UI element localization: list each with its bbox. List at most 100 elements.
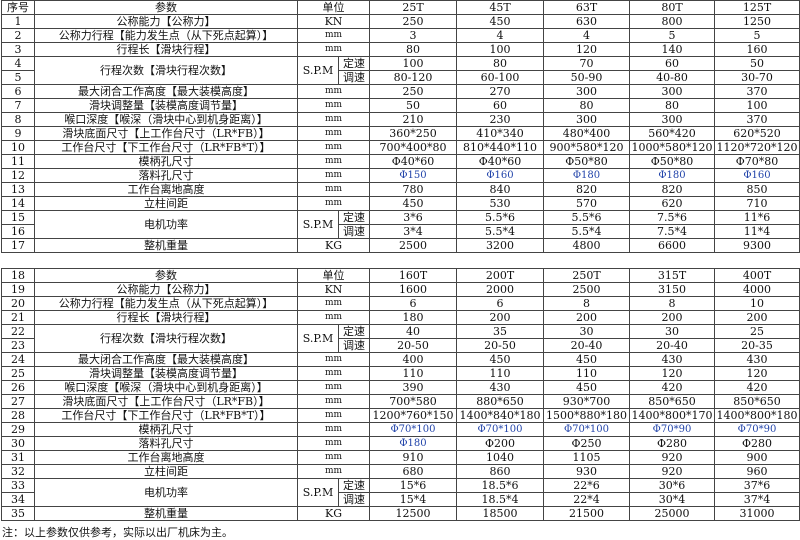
value-cell: Φ70*80 bbox=[714, 154, 800, 169]
param-name: 模柄孔尺寸 bbox=[34, 422, 298, 437]
speed-mode: 调速 bbox=[338, 224, 370, 239]
value-cell: 930 bbox=[543, 464, 630, 479]
value-cell: 360*250 bbox=[369, 126, 457, 141]
value-cell: 230 bbox=[456, 112, 544, 127]
value-cell: 25 bbox=[714, 324, 800, 339]
table-row: 19 公称能力【公称力】 KN 1600 2000 2500 3150 4000 bbox=[1, 282, 800, 297]
param-name: 喉口深度【喉深（滑块中心到机身距离）】 bbox=[34, 112, 298, 127]
row-number: 3 bbox=[1, 42, 35, 57]
value-cell: Φ70*100 bbox=[456, 422, 544, 437]
row-number: 20 bbox=[1, 296, 35, 311]
row-number: 1 bbox=[1, 14, 35, 29]
value-cell: 30-70 bbox=[714, 70, 800, 85]
value-cell: 6 bbox=[369, 296, 457, 311]
unit: mm bbox=[297, 380, 370, 395]
value-cell: 1400*840*180 bbox=[456, 408, 544, 423]
value-cell: 620*520 bbox=[714, 126, 800, 141]
value-cell: 1105 bbox=[543, 450, 630, 465]
unit: KG bbox=[297, 506, 370, 521]
row-number: 19 bbox=[1, 282, 35, 297]
unit: mm bbox=[297, 450, 370, 465]
param-name: 立柱间距 bbox=[34, 464, 298, 479]
row-number: 28 bbox=[1, 408, 35, 423]
row-number: 4 bbox=[1, 56, 35, 71]
value-cell: 410*340 bbox=[456, 126, 544, 141]
speed-mode: 调速 bbox=[338, 70, 370, 85]
header-param: 参数 bbox=[34, 0, 298, 15]
table-row: 17 整机重量 KG 2500 3200 4800 6600 9300 bbox=[1, 238, 800, 253]
value-cell: 110 bbox=[543, 366, 630, 381]
table-row: 24 最大闭合工作高度【最大装模高度】 mm 400 450 450 430 430 bbox=[1, 352, 800, 367]
unit: S.P.M bbox=[297, 478, 339, 507]
value-cell: Φ70*100 bbox=[369, 422, 457, 437]
value-cell: 2500 bbox=[369, 238, 457, 253]
value-cell: 70 bbox=[543, 56, 630, 71]
value-cell: 420 bbox=[629, 380, 715, 395]
value-cell: 140 bbox=[629, 42, 715, 57]
param-name: 工作台尺寸【下工作台尺寸（LR*FB*T）】 bbox=[34, 140, 298, 155]
value-cell: 300 bbox=[543, 112, 630, 127]
value-cell: 210 bbox=[369, 112, 457, 127]
value-cell: 960 bbox=[714, 464, 800, 479]
param-name: 工作台尺寸【下工作台尺寸（LR*FB*T）】 bbox=[34, 408, 298, 423]
value-cell: 15*6 bbox=[369, 478, 457, 493]
table-row: 12 落料孔尺寸 mm Φ150 Φ160 Φ180 Φ180 Φ160 bbox=[1, 168, 800, 183]
value-cell: 30 bbox=[629, 324, 715, 339]
unit: mm bbox=[297, 366, 370, 381]
value-cell: 300 bbox=[629, 84, 715, 99]
value-cell: 880*650 bbox=[456, 394, 544, 409]
value-cell: 850 bbox=[714, 182, 800, 197]
value-cell: 21500 bbox=[543, 506, 630, 521]
value-cell: 110 bbox=[369, 366, 457, 381]
value-cell: 6 bbox=[456, 296, 544, 311]
value-cell: 930*700 bbox=[543, 394, 630, 409]
speed-mode: 定速 bbox=[338, 210, 370, 225]
value-cell: 910 bbox=[369, 450, 457, 465]
table-row: 25 滑块调整量【装模高度调节量】 mm 110 110 110 120 120 bbox=[1, 366, 800, 381]
header-model: 200T bbox=[456, 268, 544, 283]
value-cell: 430 bbox=[714, 352, 800, 367]
speed-mode: 定速 bbox=[338, 324, 370, 339]
speed-mode: 定速 bbox=[338, 478, 370, 493]
value-cell: 1600 bbox=[369, 282, 457, 297]
value-cell: 3150 bbox=[629, 282, 715, 297]
value-cell: Φ40*60 bbox=[456, 154, 544, 169]
param-name: 工作台离地高度 bbox=[34, 182, 298, 197]
value-cell: Φ70*90 bbox=[714, 422, 800, 437]
table-row: 8 喉口深度【喉深（滑块中心到机身距离）】 mm 210 230 300 300 370 bbox=[1, 112, 800, 127]
table-row: 30 落料孔尺寸 mm Φ180 Φ200 Φ250 Φ280 Φ280 bbox=[1, 436, 800, 451]
row-number: 29 bbox=[1, 422, 35, 437]
table-row: 32 立柱间距 mm 680 860 930 920 960 bbox=[1, 464, 800, 479]
value-cell: 3*4 bbox=[369, 224, 457, 239]
value-cell: 370 bbox=[714, 84, 800, 99]
value-cell: 80-120 bbox=[369, 70, 457, 85]
param-name: 公称力行程【能力发生点（从下死点起算）】 bbox=[34, 28, 298, 43]
unit: mm bbox=[297, 310, 370, 325]
table-row: 4 行程次数【滑块行程次数】 S.P.M 定速 100 80 70 60 50 bbox=[1, 56, 800, 85]
table-row: 9 滑块底面尺寸【上工作台尺寸（LR*FB）】 mm 360*250 410*340 48… bbox=[1, 126, 800, 141]
unit: mm bbox=[297, 154, 370, 169]
row-number: 32 bbox=[1, 464, 35, 479]
value-cell: Φ40*60 bbox=[369, 154, 457, 169]
value-cell: 100 bbox=[714, 98, 800, 113]
value-cell: 1400*800*170 bbox=[629, 408, 715, 423]
value-cell: Φ70*90 bbox=[629, 422, 715, 437]
value-cell: 390 bbox=[369, 380, 457, 395]
value-cell: 80 bbox=[629, 98, 715, 113]
value-cell: 80 bbox=[543, 98, 630, 113]
param-name: 电机功率 bbox=[34, 210, 298, 239]
value-cell: 3*6 bbox=[369, 210, 457, 225]
header-model: 25T bbox=[369, 0, 457, 15]
row-number: 24 bbox=[1, 352, 35, 367]
value-cell: Φ180 bbox=[369, 436, 457, 451]
value-cell: 860 bbox=[456, 464, 544, 479]
row-number: 27 bbox=[1, 394, 35, 409]
value-cell: 1250 bbox=[714, 14, 800, 29]
value-cell: 22*6 bbox=[543, 478, 630, 493]
value-cell: 900 bbox=[714, 450, 800, 465]
row-number: 22 bbox=[1, 324, 35, 339]
value-cell: 50 bbox=[714, 56, 800, 71]
value-cell: 5.5*6 bbox=[456, 210, 544, 225]
value-cell: 7.5*4 bbox=[629, 224, 715, 239]
unit: mm bbox=[297, 126, 370, 141]
